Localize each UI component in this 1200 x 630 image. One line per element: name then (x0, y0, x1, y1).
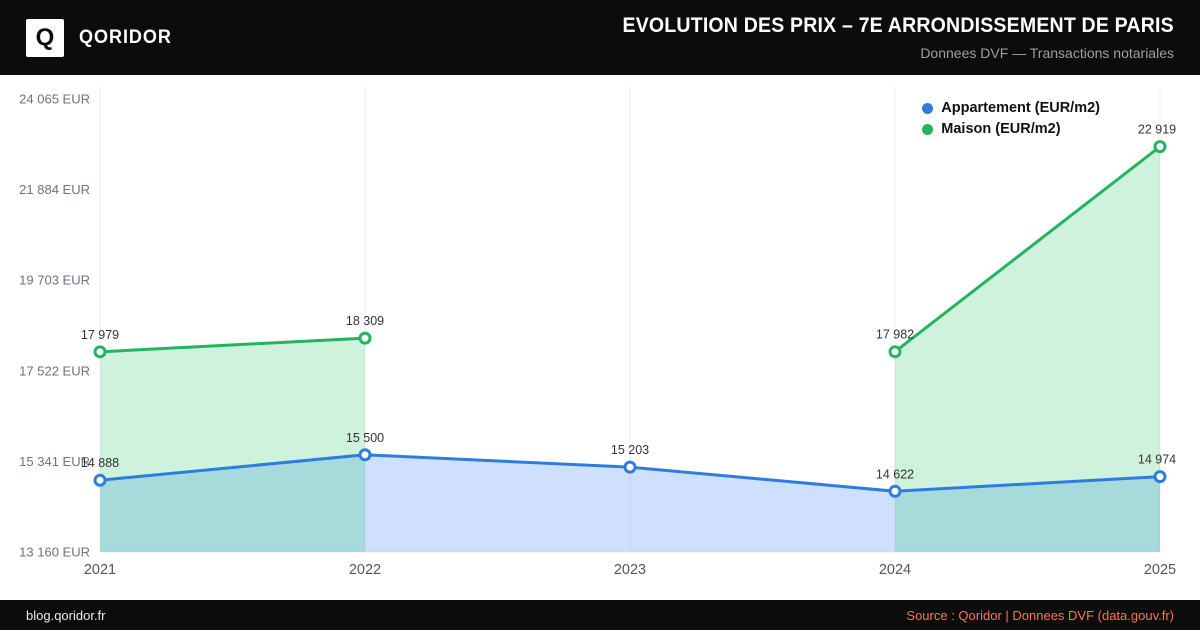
svg-text:13 160 EUR: 13 160 EUR (19, 545, 90, 560)
svg-text:2023: 2023 (614, 562, 646, 578)
footer: blog.qoridor.fr Source : Qoridor | Donne… (0, 600, 1200, 630)
legend-label-maison: Maison (EUR/m2) (941, 121, 1061, 137)
svg-text:19 703 EUR: 19 703 EUR (19, 273, 90, 288)
price-evolution-chart: 24 065 EUR 21 884 EUR 19 703 EUR 17 522 EUR… (19, 87, 1176, 578)
maison-legend-dot-icon (922, 123, 934, 135)
legend-item-appartement: Appartement (EUR/m2) (922, 100, 1100, 116)
svg-text:18 309: 18 309 (346, 314, 384, 328)
svg-text:14 888: 14 888 (81, 456, 119, 470)
svg-text:2021: 2021 (84, 562, 116, 578)
svg-text:17 979: 17 979 (81, 328, 119, 342)
svg-text:14 622: 14 622 (876, 467, 914, 481)
svg-text:17 982: 17 982 (876, 328, 914, 342)
header: Q QORIDOR EVOLUTION DES PRIX – 7E ARROND… (0, 0, 1200, 75)
legend-label-appartement: Appartement (EUR/m2) (941, 100, 1100, 116)
footer-blog-url: blog.qoridor.fr (26, 607, 106, 623)
page-title: EVOLUTION DES PRIX – 7E ARRONDISSEMENT D… (622, 14, 1174, 37)
appartement-legend-dot-icon (922, 102, 934, 114)
header-titles: EVOLUTION DES PRIX – 7E ARRONDISSEMENT D… (581, 14, 1174, 61)
svg-text:21 884 EUR: 21 884 EUR (19, 182, 90, 197)
chart-legend: Appartement (EUR/m2) Maison (EUR/m2) (922, 100, 1100, 142)
chart-area: 24 065 EUR 21 884 EUR 19 703 EUR 17 522 EUR… (0, 75, 1200, 600)
svg-text:22 919: 22 919 (1138, 123, 1176, 137)
svg-text:15 203: 15 203 (611, 443, 649, 457)
svg-text:2025: 2025 (1144, 562, 1176, 578)
qoridor-logo-icon: Q (26, 18, 64, 57)
page-subtitle: Donnees DVF — Transactions notariales (920, 45, 1174, 61)
svg-text:15 341 EUR: 15 341 EUR (19, 454, 90, 469)
svg-text:24 065 EUR: 24 065 EUR (19, 92, 90, 107)
svg-text:15 500: 15 500 (346, 431, 384, 445)
header-brand-group: Q QORIDOR (26, 18, 177, 57)
svg-text:14 974: 14 974 (1138, 453, 1176, 467)
brand-name: QORIDOR (79, 26, 172, 48)
svg-text:17 522 EUR: 17 522 EUR (19, 363, 90, 378)
footer-source-credit: Source : Qoridor | Donnees DVF (data.gou… (906, 607, 1174, 623)
svg-text:2022: 2022 (349, 562, 381, 578)
svg-text:2024: 2024 (879, 562, 911, 578)
legend-item-maison: Maison (EUR/m2) (922, 121, 1061, 137)
